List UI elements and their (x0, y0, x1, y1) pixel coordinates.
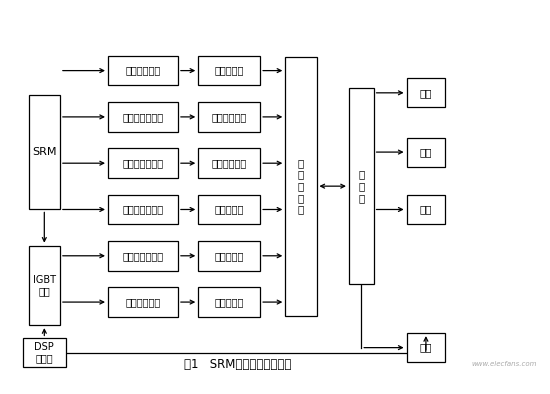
Bar (349, 88, 373, 284)
Bar (108, 241, 178, 271)
Text: 施密特触发器: 施密特触发器 (212, 112, 247, 122)
Bar (198, 56, 260, 85)
Text: IGBT
驱动: IGBT 驱动 (33, 275, 56, 296)
Text: 加速度传感器: 加速度传感器 (125, 66, 161, 76)
Text: SRM: SRM (32, 147, 57, 157)
Bar (108, 56, 178, 85)
Bar (198, 149, 260, 178)
Bar (108, 102, 178, 132)
Text: 计
算
机: 计 算 机 (358, 169, 364, 203)
Text: 运算放大器: 运算放大器 (214, 204, 244, 214)
Text: 光电位置传感器: 光电位置传感器 (123, 112, 163, 122)
Text: DSP
控制器: DSP 控制器 (35, 342, 54, 364)
Bar (406, 78, 446, 107)
Text: 数
据
采
集
卡: 数 据 采 集 卡 (298, 158, 304, 214)
Bar (29, 245, 60, 325)
Bar (285, 56, 316, 316)
Bar (198, 102, 260, 132)
Bar (198, 241, 260, 271)
Text: 绝对位置编码器: 绝对位置编码器 (123, 158, 163, 168)
Text: 报警: 报警 (420, 343, 432, 353)
Text: 显示: 显示 (420, 88, 432, 98)
Text: www.elecfans.com: www.elecfans.com (471, 361, 536, 367)
Text: 运算放大器: 运算放大器 (214, 251, 244, 261)
Bar (108, 287, 178, 317)
Text: 电阻分压电路: 电阻分压电路 (125, 297, 161, 307)
Text: 运算放大器: 运算放大器 (214, 297, 244, 307)
Text: 电荷放大器: 电荷放大器 (214, 66, 244, 76)
Bar (406, 195, 446, 224)
Bar (29, 95, 60, 210)
Bar (198, 195, 260, 224)
Text: 记录: 记录 (420, 147, 432, 157)
Bar (23, 338, 66, 367)
Bar (406, 333, 446, 362)
Text: 霍尔电压传感器: 霍尔电压传感器 (123, 251, 163, 261)
Bar (406, 138, 446, 167)
Bar (108, 149, 178, 178)
Bar (108, 195, 178, 224)
Bar (198, 287, 260, 317)
Text: 图1   SRM监控系统结构框图: 图1 SRM监控系统结构框图 (184, 358, 291, 371)
Text: 霍尔电流传感器: 霍尔电流传感器 (123, 204, 163, 214)
Text: 打印: 打印 (420, 204, 432, 214)
Text: 施密特触发器: 施密特触发器 (212, 158, 247, 168)
